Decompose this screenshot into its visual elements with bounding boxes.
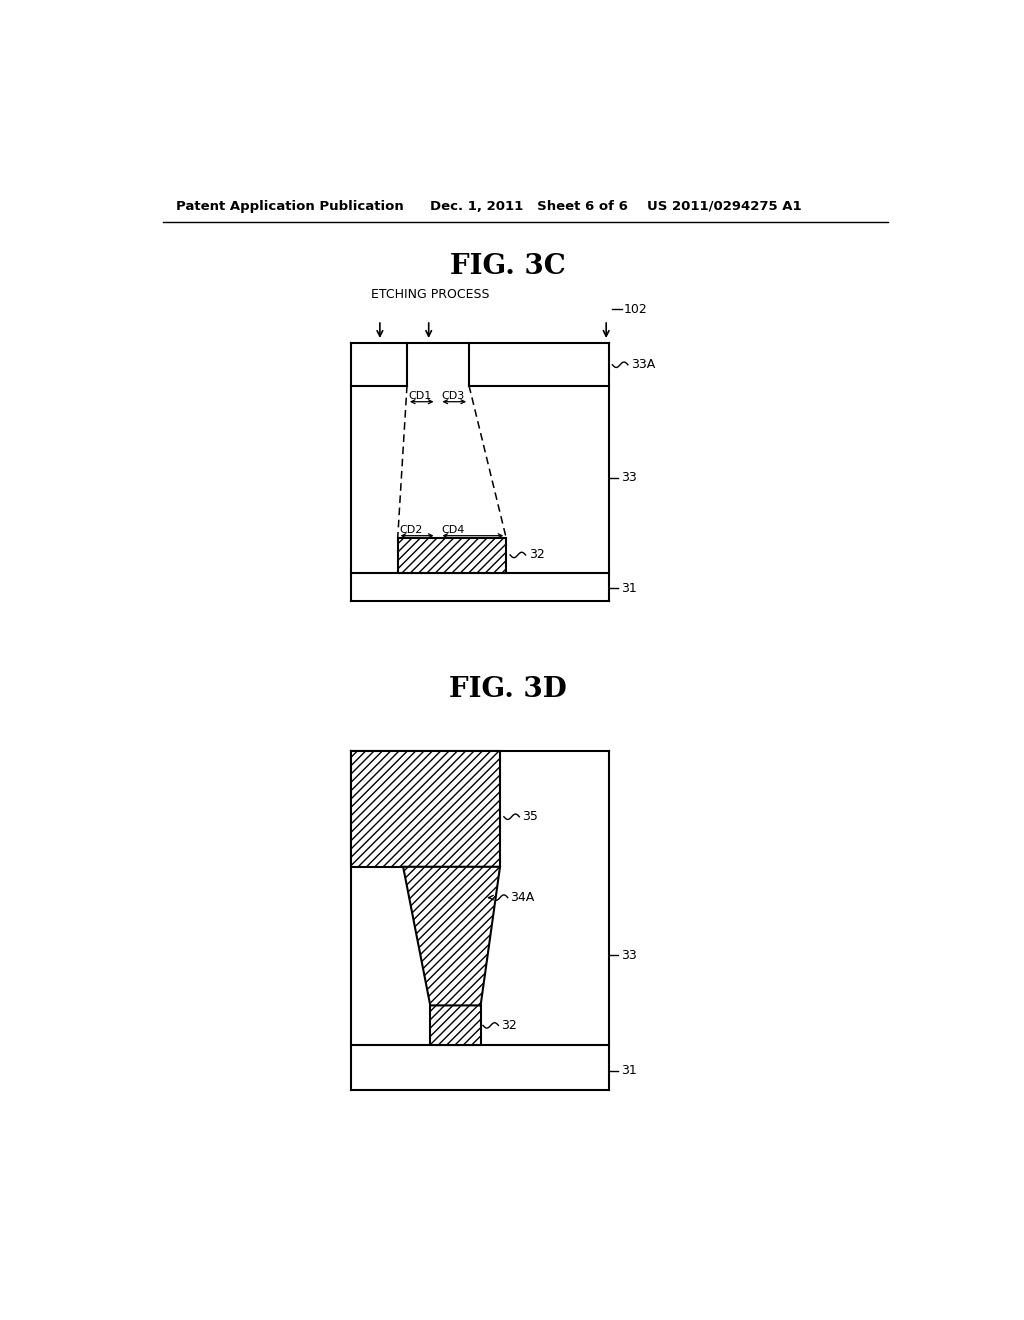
Text: US 2011/0294275 A1: US 2011/0294275 A1 bbox=[647, 199, 802, 213]
Polygon shape bbox=[403, 867, 500, 1006]
Bar bbox=[397, 539, 506, 573]
Text: 31: 31 bbox=[621, 1064, 637, 1077]
Text: CD3: CD3 bbox=[441, 391, 464, 400]
Text: 31: 31 bbox=[621, 582, 637, 594]
Text: 33A: 33A bbox=[631, 358, 655, 371]
Text: FIG. 3D: FIG. 3D bbox=[449, 676, 566, 704]
Text: ETCHING PROCESS: ETCHING PROCESS bbox=[371, 288, 489, 301]
Text: Dec. 1, 2011   Sheet 6 of 6: Dec. 1, 2011 Sheet 6 of 6 bbox=[430, 199, 628, 213]
Bar bbox=[430, 1006, 480, 1045]
Bar bbox=[351, 751, 500, 867]
Text: 102: 102 bbox=[624, 302, 648, 315]
Text: 34A: 34A bbox=[510, 891, 535, 904]
Text: CD1: CD1 bbox=[409, 391, 432, 400]
Text: 35: 35 bbox=[522, 810, 539, 824]
Text: 32: 32 bbox=[502, 1019, 517, 1032]
Text: FIG. 3C: FIG. 3C bbox=[450, 252, 565, 280]
Text: CD4: CD4 bbox=[441, 524, 465, 535]
Text: 32: 32 bbox=[528, 548, 545, 561]
Text: 33: 33 bbox=[621, 471, 637, 484]
Text: CD2: CD2 bbox=[399, 524, 423, 535]
Text: 33: 33 bbox=[621, 949, 637, 962]
Text: Patent Application Publication: Patent Application Publication bbox=[176, 199, 403, 213]
